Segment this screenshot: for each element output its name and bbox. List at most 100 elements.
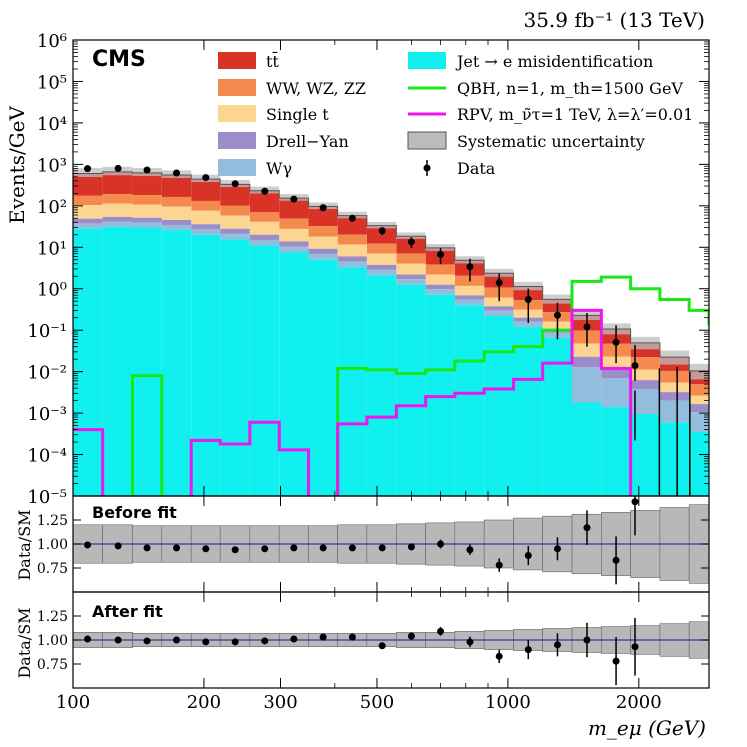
ratio-point: [612, 657, 620, 665]
stack-bar-jetemisidentification: [571, 402, 602, 496]
stack-bar-jetemisidentification: [454, 305, 485, 496]
data-point: [143, 166, 151, 174]
legend-swatch: [218, 132, 256, 149]
stack-bar-jetemisidentification: [484, 315, 514, 496]
stack-bar-singlet: [73, 205, 103, 219]
rpv-signal-line: [73, 308, 633, 496]
legend-label: Systematic uncertainty: [457, 132, 645, 151]
ratio-after-title: After fit: [92, 602, 163, 621]
ratio-point: [437, 540, 445, 548]
stack-bar-jetemisidentification: [73, 228, 103, 496]
stack-bar-tt: [191, 179, 221, 201]
ratio-point: [553, 641, 561, 649]
stack-bar-w: [132, 222, 162, 228]
data-point: [583, 323, 591, 331]
stack-bar-wwwzzz: [689, 384, 709, 396]
y-tick-label: 10⁻²: [27, 363, 67, 384]
ratio-point: [84, 541, 92, 549]
ratio-point: [348, 544, 356, 552]
x-tick-label: 1000: [485, 692, 531, 713]
data-point: [524, 295, 532, 303]
ratio-point: [495, 561, 503, 569]
legend-swatch: [408, 52, 446, 69]
stack-bar-wwwzzz: [396, 253, 426, 264]
cms-label: CMS: [92, 47, 146, 72]
x-tick-label: 100: [56, 692, 90, 713]
stack-bar-wwwzzz: [73, 195, 103, 206]
ratio-point: [261, 545, 269, 553]
stack-bar-drellyan: [191, 224, 221, 230]
stack-bar-drellyan: [73, 218, 103, 224]
stack-bar-singlet: [308, 236, 338, 249]
ratio-point: [407, 543, 415, 551]
y-tick-label: 10⁶: [37, 31, 67, 52]
ratio-y-tick-label: 1.00: [37, 537, 68, 553]
ratio-point: [202, 545, 210, 553]
stack-bar-w: [191, 229, 221, 235]
ratio-point: [114, 542, 122, 550]
stack-bar-singlet: [161, 206, 192, 220]
ratio-point: [173, 636, 181, 644]
legend-label: RPV, m_ν̃τ=1 TeV, λ=λ′=0.01: [457, 105, 693, 124]
stack-bar-drellyan: [132, 217, 162, 223]
ratio-point: [524, 646, 532, 654]
qbh-signal-line: [130, 275, 709, 496]
stack-bar-jetemisidentification: [396, 284, 426, 496]
stack-bar-drellyan: [659, 392, 690, 401]
stack-bar-drellyan: [484, 306, 514, 311]
stack-bar-singlet: [132, 204, 162, 218]
data-point: [631, 362, 639, 370]
stack-bar-singlet: [454, 285, 485, 296]
stack-bar-tt: [279, 198, 309, 219]
legend: tt̄ WW, WZ, ZZ Single t Drell−Yan Wγ Jet → e …: [218, 50, 693, 178]
stack-bar-drellyan: [279, 241, 309, 247]
y-axis-label: Events/GeV: [5, 105, 29, 223]
legend-label: Jet → e misidentification: [455, 52, 653, 71]
stack-bar-w: [659, 400, 690, 423]
stack-bar-singlet: [366, 253, 397, 265]
stack-bar-w: [484, 310, 514, 316]
stack-bar-w: [337, 261, 367, 268]
stack-bar-wwwzzz: [132, 194, 162, 205]
y-tick-label: 10⁵: [37, 72, 67, 93]
y-tick-label: 10³: [37, 155, 67, 176]
stack-bar-drellyan: [337, 256, 367, 262]
ratio-point: [407, 632, 415, 640]
ratio-y-tick-label: 0.75: [37, 657, 68, 673]
stack-bar-jetemisidentification: [337, 267, 367, 496]
ratio-point: [495, 652, 503, 660]
stack-bar-w: [571, 367, 602, 403]
stack-bar-singlet: [279, 228, 309, 242]
ratio-point: [114, 636, 122, 644]
data-point: [114, 164, 122, 172]
data-point: [202, 174, 210, 182]
data-point: [319, 204, 327, 212]
ratio-point: [466, 546, 474, 554]
x-tick-label: 2000: [616, 692, 662, 713]
stack-bar-drellyan: [308, 248, 338, 254]
ratio-point: [378, 544, 386, 552]
stack-bar-wwwzzz: [366, 243, 397, 254]
ratio-point: [553, 545, 561, 553]
stack-bar-singlet: [102, 203, 133, 217]
data-point: [348, 214, 356, 222]
stack-bar-jetemisidentification: [366, 275, 397, 496]
legend-label: Single t: [266, 105, 329, 124]
ratio-point: [583, 636, 591, 644]
stack-bar-singlet: [191, 210, 221, 225]
ratio-point: [290, 544, 298, 552]
stack-bar-jetemisidentification: [279, 252, 309, 496]
stack-bar-tt: [220, 184, 250, 206]
x-tick-label: 300: [263, 692, 297, 713]
stack-bar-w: [425, 289, 455, 295]
uncertainty-band-bin: [366, 221, 397, 229]
y-tick-label: 10⁰: [37, 280, 67, 301]
stack-bar-wwwzzz: [220, 205, 250, 216]
stack-bar-wwwzzz: [161, 196, 192, 207]
legend-label: Drell−Yan: [266, 132, 349, 151]
stack-bar-jetemisidentification: [513, 326, 543, 496]
ratio-point: [173, 544, 181, 552]
stack-bar-jetemisidentification: [249, 245, 280, 496]
stack-bar-w: [161, 224, 192, 231]
stack-bar-w: [454, 299, 485, 306]
